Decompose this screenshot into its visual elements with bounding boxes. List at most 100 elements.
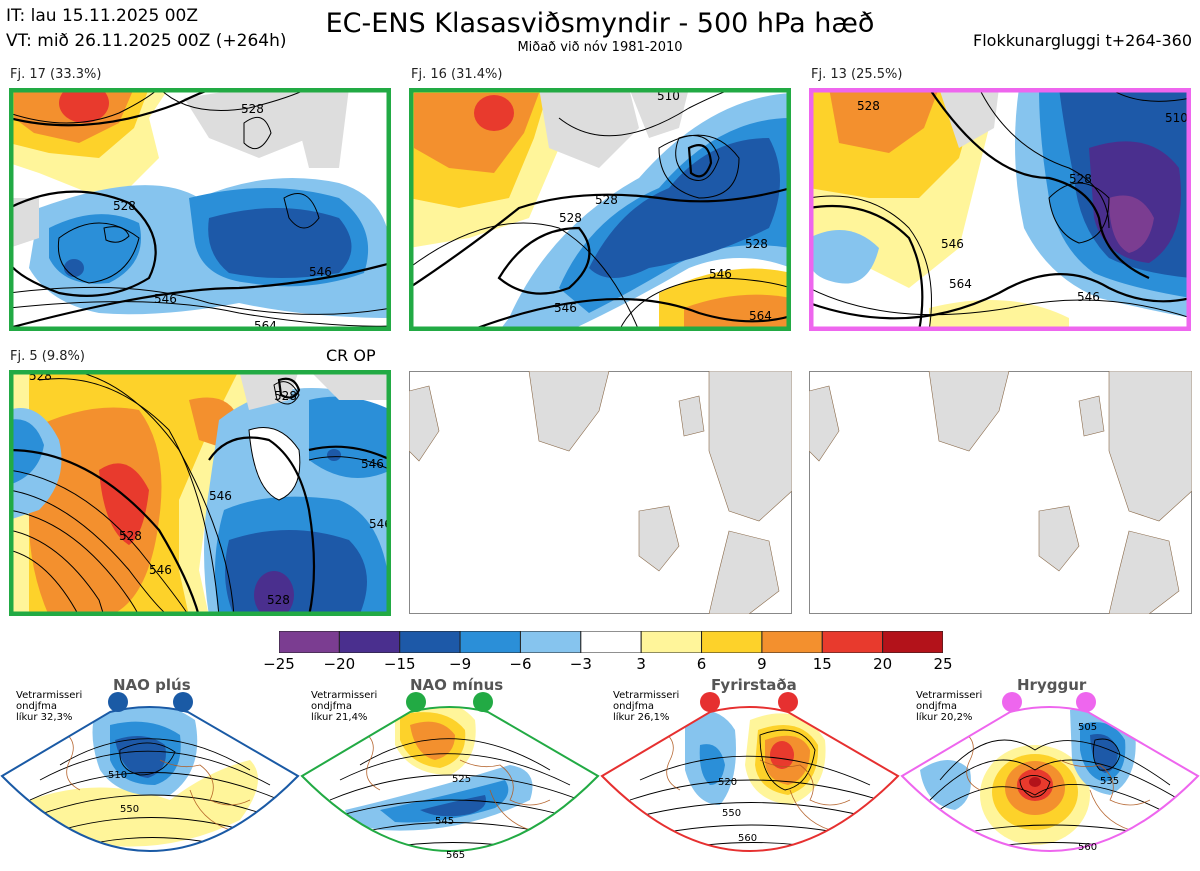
contour-label: 546 [149,563,172,577]
classification-window: Flokkunargluggi t+264-360 [973,31,1192,50]
contour-label: 546 [154,292,177,306]
contour-label: 528 [559,211,582,225]
colorbar-segment [399,631,461,653]
map-panel-1[interactable]: 528 528 546 546 564 [9,88,391,331]
panel-label-2: Fj. 16 (31.4%) [411,67,503,82]
regime-frame [900,706,1200,852]
contour-label: 525 [452,774,471,785]
valid-time: VT: mið 26.11.2025 00Z (+264h) [6,31,287,51]
contour-label: 546 [554,301,577,315]
colorbar-segment [519,631,582,653]
colorbar-tick-label: −6 [509,655,532,673]
colorbar-tick-label: 15 [812,655,832,673]
panel-border [9,88,391,331]
regime-frame [300,706,600,852]
init-time: IT: lau 15.11.2025 00Z [6,6,198,26]
colorbar-segment [580,631,642,653]
contour-label: 528 [274,389,297,403]
colorbar-tick-label: −25 [263,655,295,673]
regime-note-blocking: Vetrarmisseri ondjfma líkur 26,1% [613,690,693,723]
regime-dot [473,692,493,712]
contour-label: 564 [949,277,972,291]
contour-label: 560 [1078,842,1097,853]
contour-label: 528 [267,593,290,607]
panel-label-4: Fj. 5 (9.8%) [10,349,85,364]
regime-dot [1002,692,1022,712]
regime-note-nao-plus: Vetrarmisseri ondjfma líkur 32,3% [16,690,96,723]
colorbar [279,631,943,653]
colorbar-tick-label: −20 [323,655,356,673]
contour-label: 546 [369,517,391,531]
regime-map-ridge[interactable]: 505 535 560 [900,690,1200,871]
panel-label-1: Fj. 17 (33.3%) [10,67,102,82]
regime-title-nao-plus: NAO plús [113,676,191,694]
contour-label: 550 [722,808,741,819]
colorbar-segment [279,631,340,653]
contour-label: 528 [241,102,264,116]
empty-map-panel-5 [409,371,792,614]
colorbar-tick-label: −9 [449,655,472,673]
regime-dot [173,692,193,712]
regime-dot [406,692,426,712]
contour-label: 505 [1078,722,1097,733]
regime-map-nao-plus[interactable]: 510 550 [0,690,300,871]
panel-border [9,370,391,616]
colorbar-tick-label: −3 [569,655,592,673]
map-panel-2[interactable]: 528 528 546 546 564 528 510 [409,88,791,331]
contour-label: 546 [1077,290,1100,304]
note-line: ondjfma [311,701,352,712]
contour-label: 528 [119,529,142,543]
page-title: EC-ENS Klasasviðsmyndir - 500 hPa hæð [325,8,875,39]
cr-op-tag: CR OP [326,346,376,365]
regime-dot [778,692,798,712]
regime-title-ridge: Hryggur [1017,676,1087,694]
contour-label: 560 [738,833,757,844]
colorbar-segment [640,631,703,653]
note-line: Vetrarmisseri [16,690,83,701]
contour-label: 564 [749,309,772,323]
empty-map-panel-6 [809,371,1192,614]
contour-label: 550 [120,804,139,815]
contour-label: 546 [309,265,332,279]
note-line: Vetrarmisseri [311,690,378,701]
contour-label: 546 [209,489,232,503]
contour-label: 545 [435,816,454,827]
note-line: ondjfma [16,701,57,712]
regime-title-blocking: Fyrirstaða [711,676,797,694]
note-line: Vetrarmisseri [613,690,680,701]
regime-note-ridge: Vetrarmisseri ondjfma líkur 20,2% [916,690,996,723]
contour-label: 528 [113,199,136,213]
colorbar-segment [338,631,401,653]
contour-label: 520 [718,777,737,788]
contour-label: 546 [941,237,964,251]
page-subtitle: Miðað við nóv 1981-2010 [517,40,683,55]
colorbar-tick-label: 25 [933,655,953,673]
note-line: Vetrarmisseri [916,690,983,701]
regime-map-nao-minus[interactable]: 525 545 565 [300,690,600,871]
contour-label: 528 [1069,172,1092,186]
contour-label: 546 [709,267,732,281]
panel-label-3: Fj. 13 (25.5%) [811,67,903,82]
regime-dot [1076,692,1096,712]
contour-label: 535 [1100,776,1119,787]
regime-frame [600,706,900,852]
regime-map-blocking[interactable]: 520 550 560 [600,690,900,871]
note-line: líkur 21,4% [311,712,368,723]
colorbar-segment [821,631,884,653]
panel-border [409,88,791,331]
note-line: líkur 26,1% [613,712,670,723]
note-line: ondjfma [613,701,654,712]
contour-label: 510 [1165,111,1188,125]
map-panel-4[interactable]: 528 528 546 546 528 546 546 528 [9,370,391,616]
regime-title-nao-minus: NAO mínus [410,676,504,694]
map-panel-3[interactable]: 528 510 528 546 564 546 [809,88,1191,331]
note-line: líkur 32,3% [16,712,73,723]
contour-label: 546 [361,457,384,471]
note-line: líkur 20,2% [916,712,973,723]
contour-label: 510 [108,770,127,781]
contour-label: 528 [857,99,880,113]
panel-border [809,88,1191,331]
regime-dot [108,692,128,712]
note-line: ondjfma [916,701,957,712]
contour-label: 528 [745,237,768,251]
